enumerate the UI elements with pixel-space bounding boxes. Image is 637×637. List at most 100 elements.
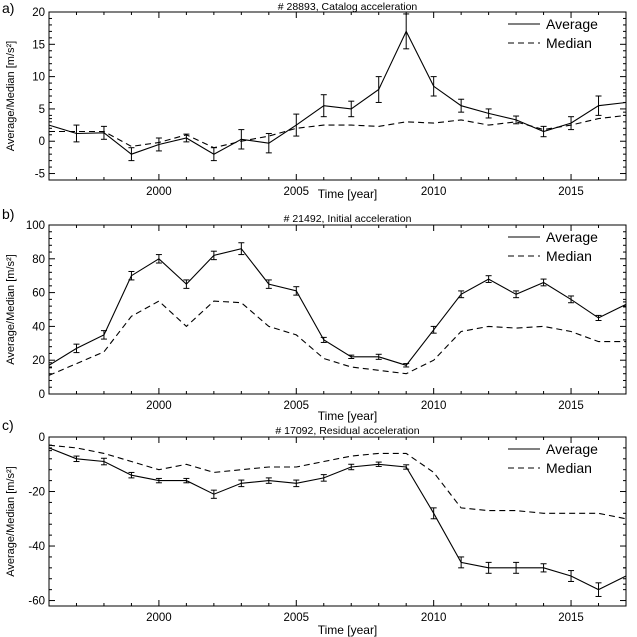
error-bar — [375, 76, 382, 103]
legend: Average Median — [508, 441, 598, 476]
error-bar — [320, 474, 327, 482]
error-bar — [265, 279, 272, 289]
series-line-median — [49, 300, 626, 376]
error-bar — [238, 129, 245, 150]
y-tick-label: 0 — [39, 136, 45, 148]
error-bar — [73, 455, 80, 463]
error-bar — [183, 279, 190, 289]
x-tick-label: 2000 — [146, 186, 172, 198]
chart-title: # 28893, Catalog acceleration — [278, 1, 418, 13]
error-bar — [513, 115, 520, 125]
legend-label-average: Average — [546, 441, 598, 457]
error-bar — [265, 477, 272, 484]
error-bar — [210, 147, 217, 162]
error-bar — [568, 116, 575, 131]
error-bar — [513, 561, 520, 574]
error-bar — [485, 275, 492, 283]
error-bar — [265, 132, 272, 154]
series-average — [49, 444, 626, 597]
error-bar — [183, 133, 190, 143]
legend-label-median: Median — [546, 248, 592, 264]
legend-label-median: Median — [546, 35, 592, 51]
error-bar — [595, 314, 602, 321]
x-tick-label: 2005 — [283, 400, 309, 412]
error-bar — [155, 477, 162, 484]
error-bar — [238, 479, 245, 488]
error-bar — [49, 118, 52, 133]
y-tick-label: -40 — [28, 541, 45, 553]
panel-2: b) # 21492, Initial acceleration 2000 2005 2… — [2, 206, 627, 423]
chart-title: # 21492, Initial acceleration — [284, 213, 412, 225]
y-tick-label: 20 — [32, 355, 45, 367]
error-bar — [348, 354, 355, 360]
x-tick-label: 2015 — [558, 186, 584, 198]
data-area — [49, 242, 626, 376]
error-bar — [128, 147, 135, 162]
legend-label-median: Median — [546, 460, 592, 476]
error-bar — [595, 582, 602, 597]
error-bar — [183, 477, 190, 484]
y-tick-label: 0 — [39, 432, 45, 444]
error-bar — [210, 489, 217, 499]
series-average — [49, 13, 626, 162]
y-tick-label: -60 — [28, 596, 45, 608]
error-bar — [458, 290, 465, 299]
error-bar — [100, 457, 107, 466]
error-bar — [155, 254, 162, 264]
x-tick-label: 2000 — [146, 612, 172, 624]
panel-label: a) — [2, 0, 14, 16]
error-bar — [540, 278, 547, 287]
y-tick-label: 60 — [32, 288, 45, 300]
y-tick-label: 20 — [32, 7, 45, 19]
x-tick-label: 2010 — [421, 400, 447, 412]
error-bar — [485, 108, 492, 119]
plot-frame — [48, 224, 627, 395]
error-bar — [100, 330, 107, 340]
error-bar — [403, 363, 410, 368]
x-axis-label: Time [year] — [318, 623, 378, 637]
error-bar — [320, 94, 327, 118]
series-median — [49, 444, 626, 520]
y-tick-label: 0 — [39, 389, 45, 401]
y-tick-label: 80 — [32, 254, 45, 266]
legend-label-average: Average — [546, 229, 598, 245]
error-bar — [375, 353, 382, 360]
error-bar — [403, 13, 410, 50]
error-bar — [320, 336, 327, 343]
error-bar — [430, 76, 437, 97]
error-bar — [128, 471, 135, 479]
series-line-average — [49, 248, 626, 366]
series-line-average — [49, 30, 626, 155]
error-bar — [375, 461, 382, 467]
chart-title: # 17092, Residual acceleration — [275, 425, 419, 437]
error-bar — [430, 325, 437, 334]
error-bar — [73, 343, 80, 354]
error-bar — [458, 98, 465, 113]
data-area — [49, 13, 626, 162]
y-tick-label: -5 — [35, 169, 45, 181]
series-median — [49, 114, 626, 149]
legend-label-average: Average — [546, 16, 598, 32]
error-bar — [293, 286, 300, 296]
y-axis-label: Average/Median [m/s²] — [5, 466, 17, 576]
error-bar — [540, 563, 547, 573]
error-bar — [293, 113, 300, 137]
error-bar — [348, 463, 355, 471]
x-axis-label: Time [year] — [318, 409, 378, 423]
x-tick-label: 2010 — [421, 186, 447, 198]
legend: Average Median — [508, 16, 598, 51]
x-tick-label: 2000 — [146, 400, 172, 412]
y-tick-label: 15 — [32, 39, 45, 51]
error-bar — [623, 567, 626, 585]
x-tick-label: 2015 — [558, 400, 584, 412]
error-bar — [623, 92, 626, 113]
panel-label: b) — [2, 206, 14, 222]
y-tick-label: -20 — [28, 487, 45, 499]
series-line-average — [49, 447, 626, 591]
error-bar — [73, 124, 80, 143]
x-tick-label: 2015 — [558, 612, 584, 624]
plot-frame — [48, 436, 627, 607]
error-bar — [568, 295, 575, 304]
